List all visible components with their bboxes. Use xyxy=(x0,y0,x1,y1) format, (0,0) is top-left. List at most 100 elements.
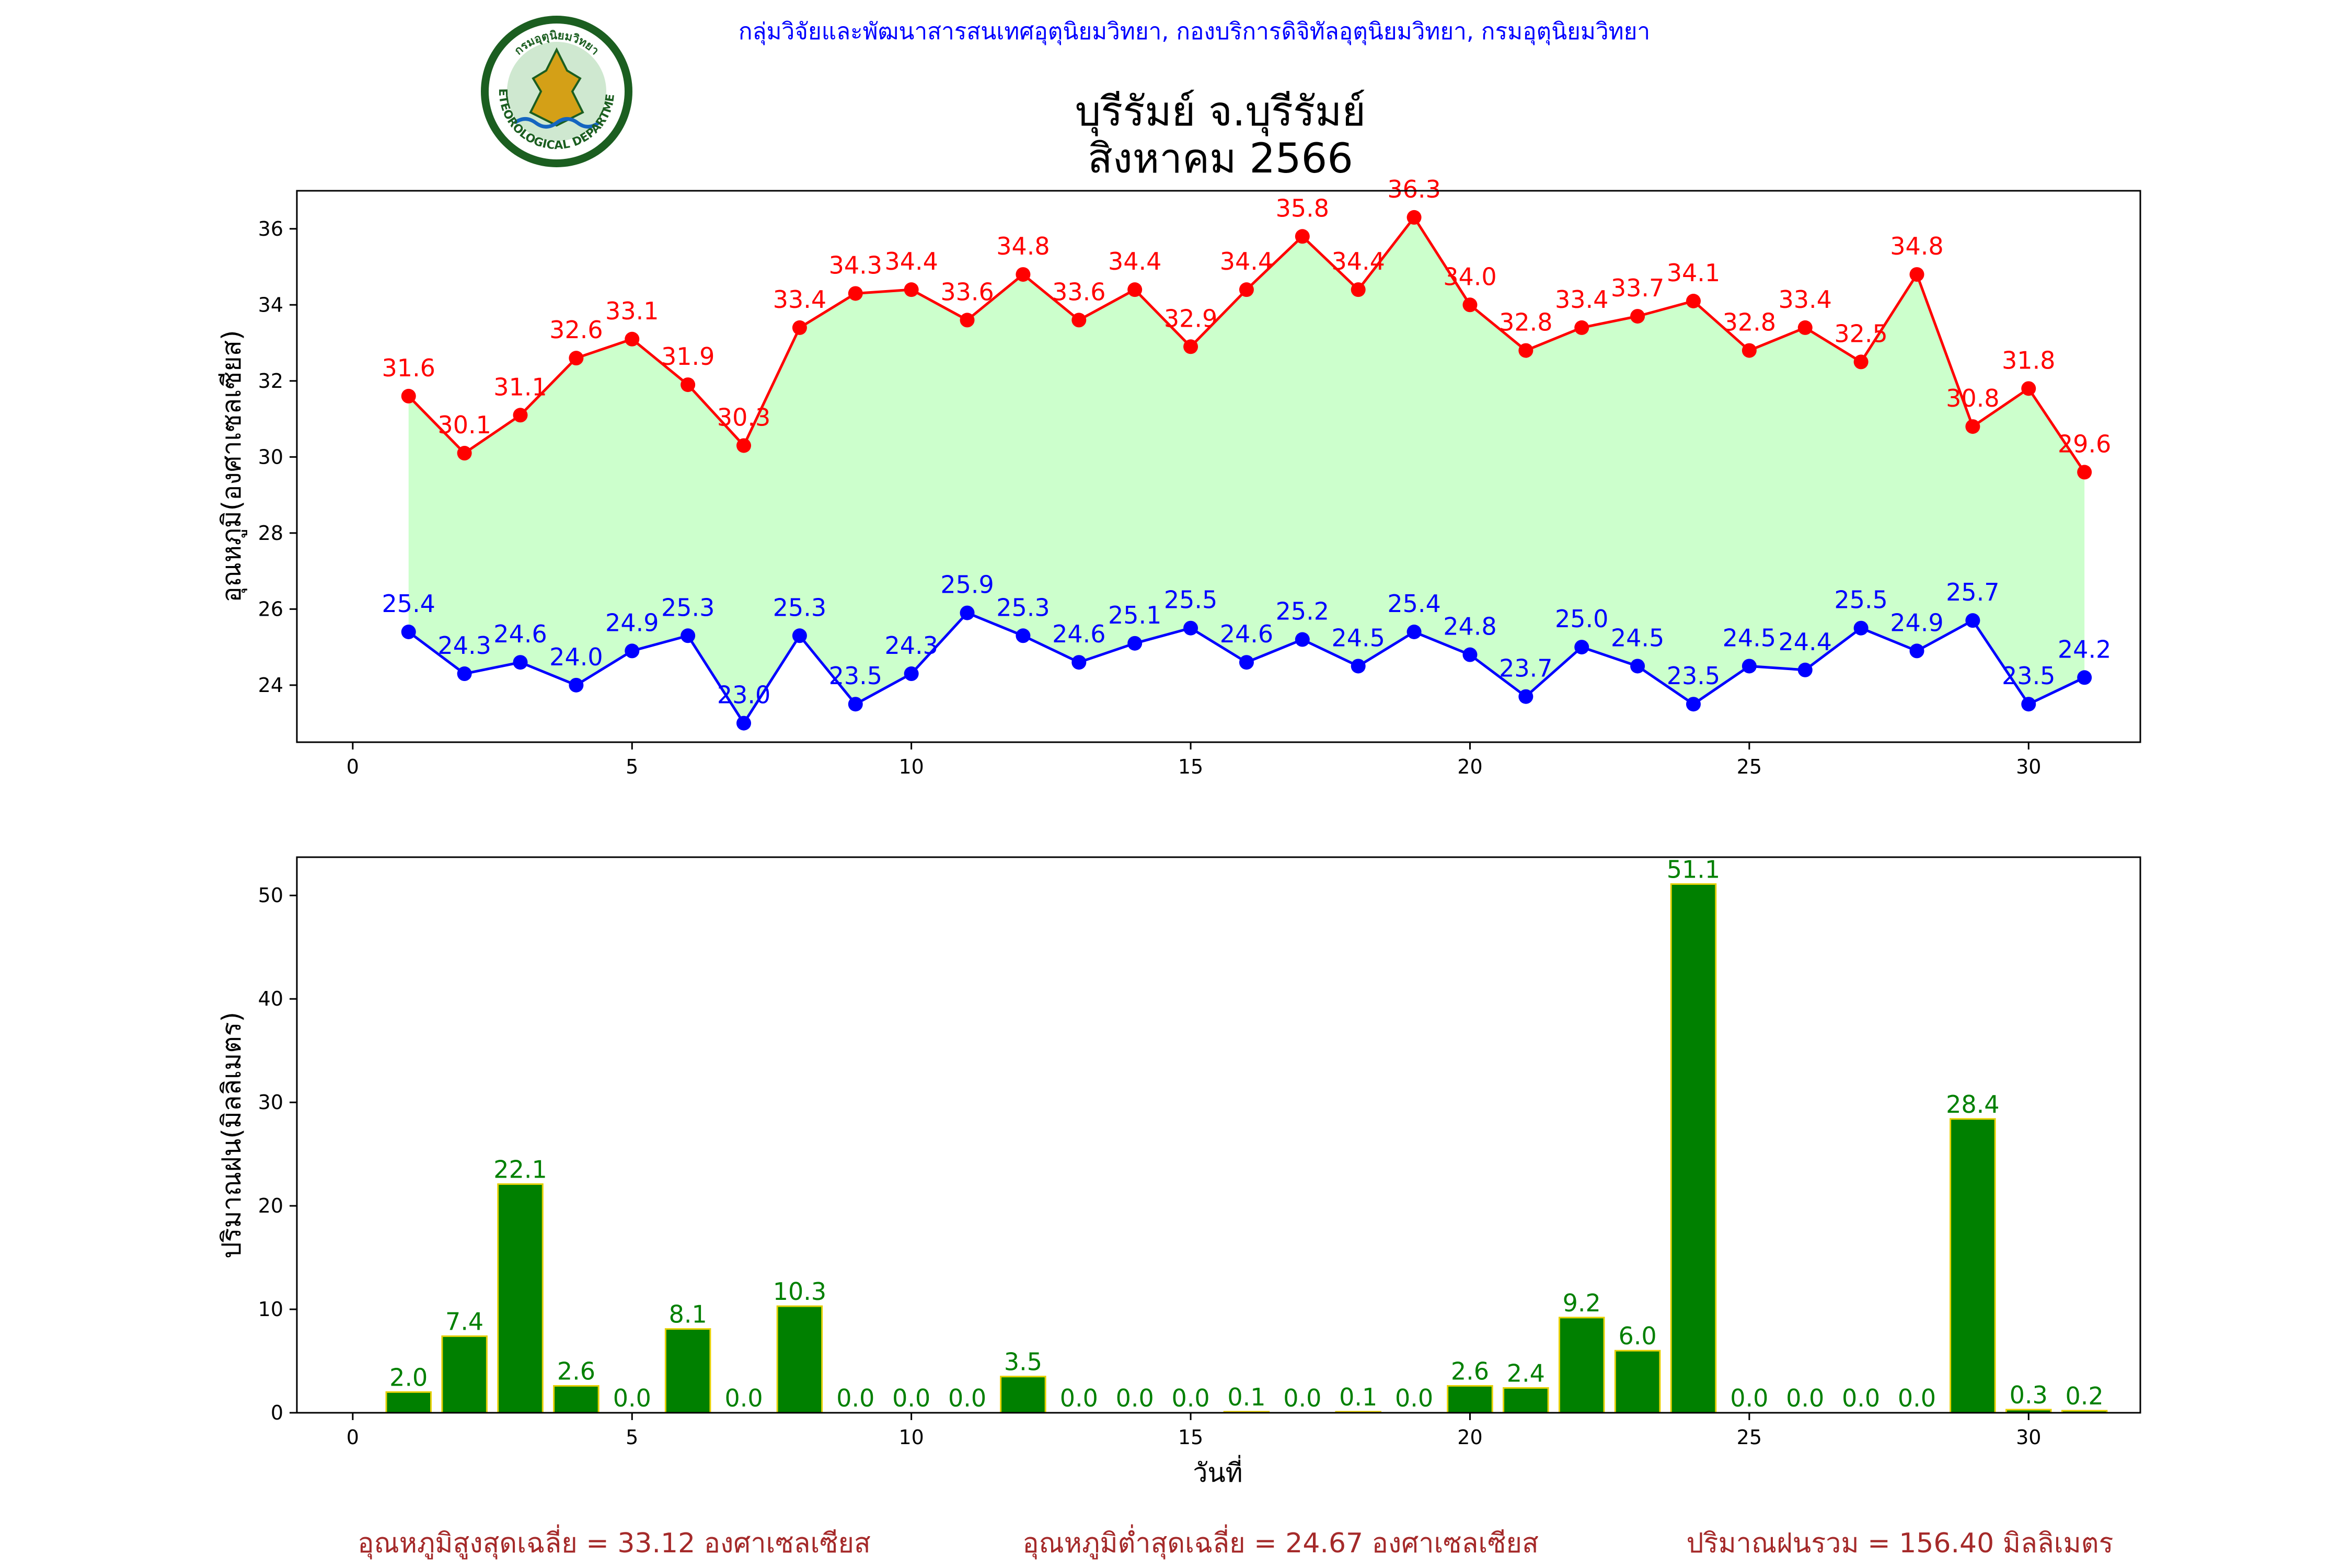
rainfall-bar-label: 8.1 xyxy=(669,1300,707,1329)
temperature-max-label: 34.8 xyxy=(996,232,1050,260)
temperature-min-label: 24.6 xyxy=(1220,620,1273,648)
rainfall-x-tick-label: 25 xyxy=(1737,1426,1762,1449)
temperature-min-point xyxy=(1574,640,1589,655)
rainfall-bar-label: 0.0 xyxy=(836,1384,874,1412)
temperature-max-label: 30.1 xyxy=(437,411,491,439)
rainfall-bar xyxy=(1558,1317,1605,1414)
temperature-max-point xyxy=(681,377,696,393)
temperature-min-label: 24.6 xyxy=(1052,620,1105,648)
logo-water-waves-icon xyxy=(513,117,600,129)
temperature-max-point xyxy=(401,388,416,403)
temperature-min-label: 25.4 xyxy=(382,590,435,618)
temperature-max-point xyxy=(1909,267,1924,282)
temperature-min-label: 24.9 xyxy=(605,608,659,637)
temperature-min-label: 23.5 xyxy=(829,662,882,690)
rainfall-bar-label: 10.3 xyxy=(773,1277,826,1306)
temperature-min-point xyxy=(513,655,528,670)
rainfall-bar-label: 2.6 xyxy=(1451,1357,1489,1386)
temperature-max-point xyxy=(848,286,863,301)
temperature-min-point xyxy=(625,643,640,659)
temperature-min-point xyxy=(1686,697,1701,712)
temperature-min-point xyxy=(681,628,696,643)
temperature-min-point xyxy=(1351,659,1366,674)
temperature-max-point xyxy=(625,331,640,347)
temperature-y-axis-label: อุณหภูมิ(องศาเซลเซียส) xyxy=(216,330,247,602)
temperature-min-label: 25.3 xyxy=(773,593,826,621)
rainfall-y-tick-label: 30 xyxy=(258,1091,283,1114)
temperature-min-point xyxy=(401,625,416,639)
temperature-max-label: 33.4 xyxy=(1555,285,1608,314)
temperature-max-label: 31.1 xyxy=(493,373,547,401)
temperature-chart: 31.630.131.132.633.131.930.333.434.3 34.4… xyxy=(216,175,2141,778)
summary-avg-max: อุณหภูมิสูงสุดเฉลี่ย = 33.12 องศาเซลเซีย… xyxy=(358,1524,871,1560)
rainfall-x-tick-label: 20 xyxy=(1457,1426,1482,1449)
department-title: กลุ่มวิจัยและพัฒนาสารสนเทศอุตุนิยมวิทยา,… xyxy=(739,18,1650,45)
temperature-min-point xyxy=(2077,670,2092,685)
temperature-max-point xyxy=(1295,229,1310,244)
temperature-min-label: 23.5 xyxy=(1667,662,1720,690)
rainfall-bar xyxy=(441,1335,488,1414)
temperature-min-label: 25.3 xyxy=(661,593,714,621)
rainfall-chart: 2.0 7.4 22.1 2.6 0.0 8.1 0.0 10.3 0.0 0.0 0.0 3.5 0.… xyxy=(216,855,2141,1488)
temperature-max-point xyxy=(904,282,919,297)
temperature-max-point xyxy=(1462,297,1478,313)
temperature-min-point xyxy=(848,697,863,712)
rainfall-bar-label: 3.5 xyxy=(1004,1348,1042,1376)
temperature-axes-frame xyxy=(296,190,2141,743)
temperature-x-tick-label: 0 xyxy=(347,755,359,778)
temperature-min-label: 24.0 xyxy=(549,643,603,671)
temperature-min-label: 23.5 xyxy=(2002,662,2055,690)
temperature-max-label: 32.8 xyxy=(1499,308,1552,337)
temperature-y-tick-label: 34 xyxy=(258,293,283,316)
temperature-min-point xyxy=(736,716,752,731)
rainfall-bar xyxy=(776,1305,823,1414)
temperature-max-label: 36.3 xyxy=(1387,175,1440,203)
temperature-max-label: 34.3 xyxy=(829,251,882,279)
temperature-max-label: 34.4 xyxy=(1220,247,1273,275)
rainfall-bar-label: 22.1 xyxy=(493,1156,547,1184)
rainfall-bar xyxy=(1614,1350,1661,1414)
rainfall-x-axis-label: วันที่ xyxy=(1193,1455,1242,1488)
rainfall-bar xyxy=(385,1391,432,1414)
temperature-max-point xyxy=(1630,309,1645,324)
temperature-max-point xyxy=(1071,313,1087,328)
temperature-min-point xyxy=(1127,636,1143,651)
rainfall-bar xyxy=(1447,1385,1493,1414)
rainfall-bar-label: 28.4 xyxy=(1946,1090,1999,1119)
rainfall-x-tick-label: 5 xyxy=(626,1426,638,1449)
temperature-max-point xyxy=(1016,267,1031,282)
temperature-min-label: 25.2 xyxy=(1276,597,1329,626)
temperature-min-label: 24.8 xyxy=(1443,613,1496,641)
temperature-y-tick-label: 28 xyxy=(258,522,283,545)
temperature-min-point xyxy=(1630,659,1645,674)
rainfall-x-tick-label: 30 xyxy=(2016,1426,2041,1449)
temperature-max-point xyxy=(569,351,584,366)
temperature-min-point xyxy=(2021,697,2036,712)
rainfall-bar-label: 0.0 xyxy=(1060,1384,1098,1412)
temperature-max-label: 31.8 xyxy=(2002,346,2055,374)
temperature-min-point xyxy=(1295,632,1310,647)
temperature-min-label: 25.5 xyxy=(1164,586,1217,614)
rainfall-bar-label: 2.6 xyxy=(557,1357,595,1386)
temperature-max-point xyxy=(457,446,472,461)
rainfall-x-tick-label: 10 xyxy=(898,1426,924,1449)
temperature-min-label: 25.7 xyxy=(1946,578,1999,606)
temperature-y-tick-label: 26 xyxy=(258,597,283,620)
temperature-max-point xyxy=(513,408,528,423)
temperature-min-label: 24.2 xyxy=(2058,635,2111,663)
rainfall-bar-label: 0.3 xyxy=(2010,1381,2048,1409)
temperature-min-label: 23.0 xyxy=(717,681,770,709)
temperature-x-tick-label: 30 xyxy=(2016,755,2041,778)
temperature-max-label: 31.9 xyxy=(661,342,714,371)
temperature-min-point xyxy=(1183,620,1198,636)
temperature-max-point xyxy=(2077,465,2092,480)
temperature-min-point xyxy=(960,605,975,620)
temperature-min-point xyxy=(1965,613,1980,628)
temperature-max-label: 29.6 xyxy=(2058,430,2111,458)
summary-total-rain: ปริมาณฝนรวม = 156.40 มิลลิเมตร xyxy=(1687,1528,2114,1559)
temperature-max-label: 31.6 xyxy=(382,354,435,382)
rainfall-bar-label: 0.0 xyxy=(1116,1384,1154,1412)
temperature-max-point xyxy=(1853,354,1869,370)
temperature-x-tick-label: 15 xyxy=(1178,755,1203,778)
